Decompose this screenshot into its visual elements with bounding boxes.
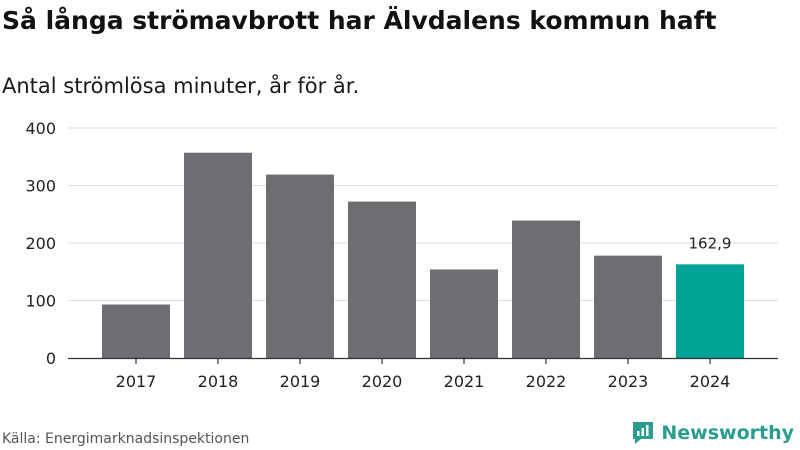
bar-2022 (512, 220, 580, 358)
x-tick-label: 2020 (362, 372, 403, 391)
x-tick-label: 2021 (444, 372, 485, 391)
y-tick-label: 100 (25, 292, 56, 311)
bar-2024 (676, 264, 744, 358)
x-tick-label: 2018 (198, 372, 239, 391)
data-label: 162,9 (689, 234, 732, 252)
source-note: Källa: Energimarknadsinspektionen (2, 431, 250, 447)
brand-logo: Newsworthy (631, 420, 794, 446)
bar-chart: 0 100 200 300 400 162,9 2017 2018 2019 2020 2021 20… (25, 119, 778, 391)
chart-subtitle: Antal strömlösa minuter, år för år. (2, 74, 360, 98)
bar-2023 (594, 255, 662, 358)
brand-name: Newsworthy (661, 422, 794, 444)
bar-2020 (348, 201, 416, 358)
bar-2019 (266, 174, 334, 358)
x-tick-label: 2017 (116, 372, 157, 391)
x-tick-label: 2023 (608, 372, 649, 391)
y-tick-label: 0 (46, 349, 56, 368)
newsworthy-logo-icon (633, 422, 654, 444)
bar-2018 (184, 152, 252, 358)
x-tick-label: 2019 (280, 372, 321, 391)
bar-2017 (102, 304, 170, 358)
y-tick-label: 400 (25, 119, 56, 138)
x-tick-label: 2024 (690, 372, 731, 391)
chart-title: Så långa strömavbrott har Älvdalens komm… (2, 6, 717, 35)
y-tick-label: 300 (25, 177, 56, 196)
y-tick-label: 200 (25, 234, 56, 253)
bar-2021 (430, 269, 498, 358)
x-tick-label: 2022 (526, 372, 567, 391)
